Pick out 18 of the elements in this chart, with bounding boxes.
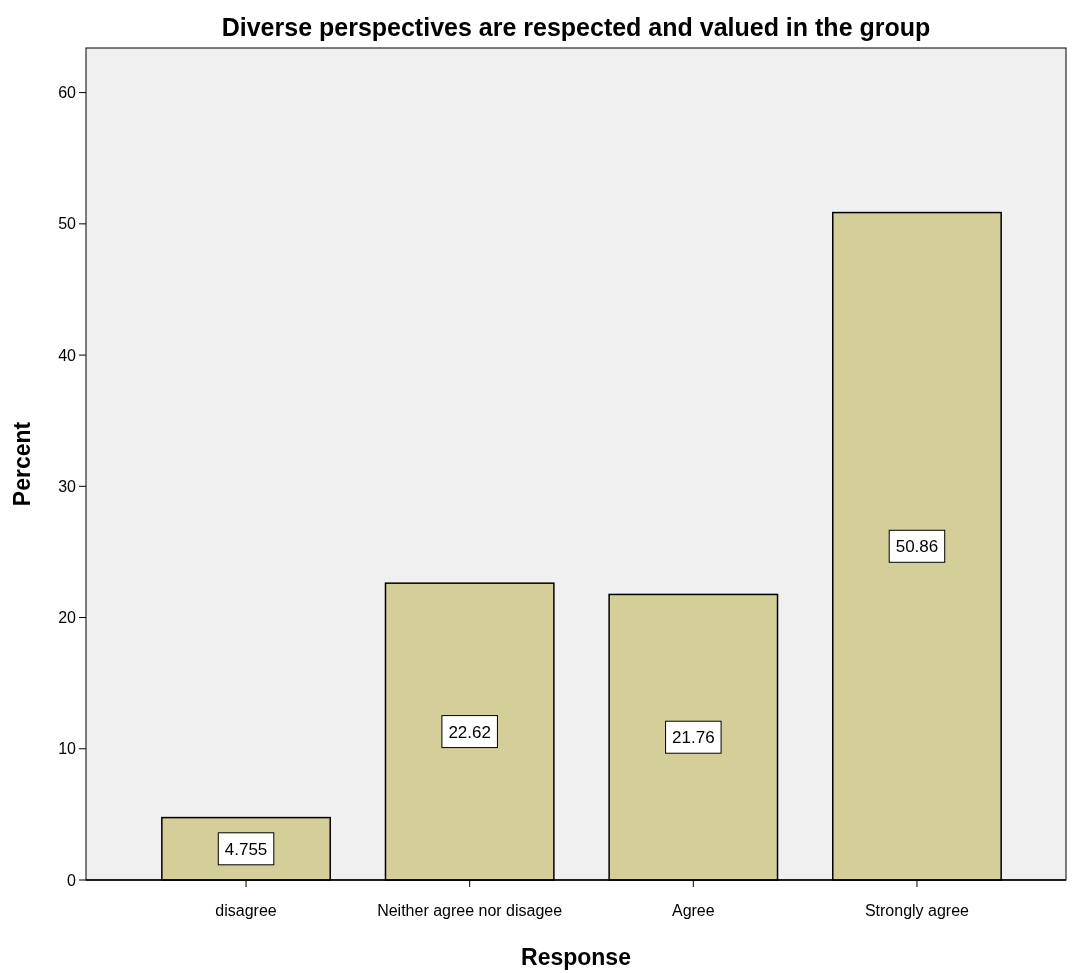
x-tick-label: Agree xyxy=(671,902,715,919)
data-label: 50.86 xyxy=(895,537,939,557)
y-tick-label: 10 xyxy=(58,740,77,758)
x-tick-label: Strongly agree xyxy=(864,902,970,919)
x-tick-label: Neither agree nor disagee xyxy=(377,902,563,919)
y-tick-label: 30 xyxy=(58,477,77,495)
data-label: 4.755 xyxy=(224,839,268,859)
y-tick-label: 40 xyxy=(58,346,77,364)
chart-title: Diverse perspectives are respected and valued in the group xyxy=(221,13,931,41)
y-axis-title: Percent xyxy=(9,421,35,507)
y-tick-label: 50 xyxy=(58,215,77,233)
x-tick-label: disagree xyxy=(215,902,277,919)
y-tick-label: 60 xyxy=(58,84,77,102)
x-axis-title: Response xyxy=(521,944,631,970)
data-label: 21.76 xyxy=(672,728,715,748)
data-label: 22.62 xyxy=(448,722,491,742)
y-tick-label: 0 xyxy=(67,871,77,889)
y-tick-label: 20 xyxy=(58,609,77,627)
